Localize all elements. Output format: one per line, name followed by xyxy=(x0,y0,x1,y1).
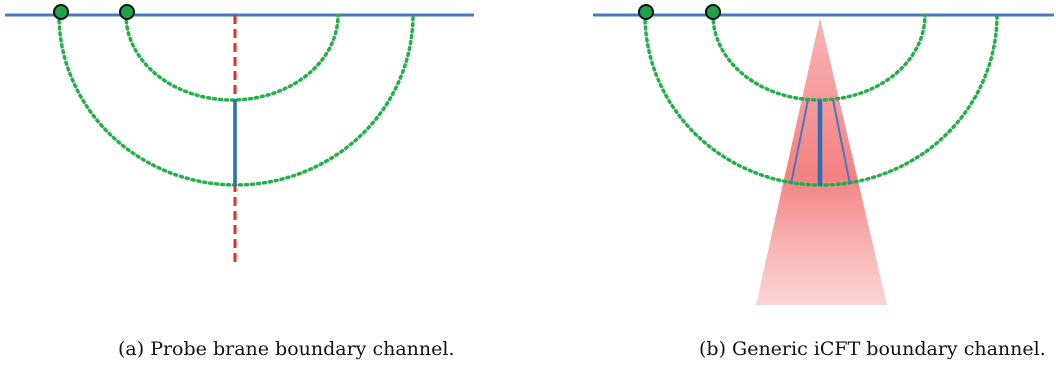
endpoint-marker-a-1 xyxy=(53,4,69,20)
panel-a xyxy=(5,4,474,265)
endpoint-marker-b-1 xyxy=(638,4,654,20)
endpoint-marker-b-2 xyxy=(705,4,721,20)
panel-b xyxy=(593,4,1054,305)
figure-diagram xyxy=(5,4,1054,305)
segment-left-b xyxy=(790,99,809,185)
caption-panel-b: (b) Generic iCFT boundary channel. xyxy=(699,338,1046,360)
endpoint-marker-a-2 xyxy=(119,4,135,20)
inner-geodesic-b xyxy=(711,13,927,102)
caption-panel-a: (a) Probe brane boundary channel. xyxy=(118,338,455,360)
inner-geodesic-a xyxy=(124,13,340,102)
segment-right-b xyxy=(832,99,851,185)
